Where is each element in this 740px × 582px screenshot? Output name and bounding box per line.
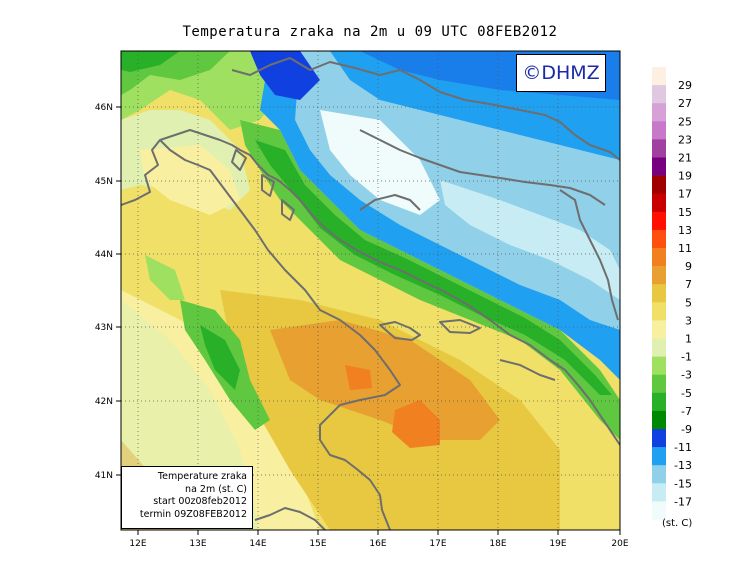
legend-label: -15 (674, 477, 692, 490)
legend-swatch (652, 429, 666, 448)
dhmz-logo: ©DHMZ (516, 54, 606, 92)
legend-label: 19 (678, 170, 692, 183)
legend-label: 11 (678, 242, 692, 255)
legend-label: 3 (685, 314, 692, 327)
map-frame (120, 50, 621, 531)
lon-label: 14E (249, 539, 266, 549)
legend-label: 21 (678, 152, 692, 165)
lat-label: 46N (95, 103, 113, 113)
legend-swatch (652, 193, 666, 213)
longitude-labels: 12E 13E 14E 15E 16E 17E 18E 19E 20E (129, 539, 628, 549)
legend-swatch (652, 85, 666, 104)
legend-label: 7 (685, 278, 692, 291)
coastlines (121, 57, 620, 530)
lon-label: 20E (611, 539, 628, 549)
lon-label: 15E (309, 539, 326, 549)
legend-label: 27 (678, 97, 692, 110)
lon-label: 13E (189, 539, 206, 549)
legend-swatch (652, 465, 666, 484)
temperature-field (121, 51, 620, 530)
legend-label: -3 (681, 369, 692, 382)
lon-label: 16E (369, 539, 386, 549)
legend-label: -1 (681, 351, 692, 364)
legend-swatch (652, 410, 666, 430)
lat-label: 42N (95, 397, 113, 407)
legend-swatch (652, 229, 666, 249)
legend-swatch (652, 284, 666, 303)
legend-swatch (652, 302, 666, 321)
legend-label: 23 (678, 133, 692, 146)
legend-swatch (652, 501, 666, 520)
latitude-labels: 46N 45N 44N 43N 42N 41N (95, 103, 113, 481)
legend-label: 1 (685, 333, 692, 346)
legend-swatch (652, 447, 666, 466)
legend-swatch (652, 392, 666, 412)
legend-label: -17 (674, 495, 692, 508)
legend-swatch (652, 483, 666, 502)
legend-label: 25 (678, 115, 692, 128)
info-box: Temperature zraka na 2m (st. C) start 00… (121, 466, 253, 529)
info-line-2: na 2m (st. C) (185, 483, 247, 495)
legend-unit: (st. C) (662, 518, 693, 529)
legend-label: -13 (674, 459, 692, 472)
lon-label: 12E (129, 539, 146, 549)
legend-swatch (652, 338, 666, 357)
info-line-1: Temperature zraka (157, 471, 247, 482)
legend-swatch (652, 121, 666, 140)
map-title: Temperatura zraka na 2m u 09 UTC 08FEB20… (182, 24, 558, 40)
legend-label: 17 (678, 188, 692, 201)
legend-swatch (652, 211, 666, 231)
legend-label: 9 (685, 260, 692, 273)
legend-label: -11 (674, 441, 692, 454)
legend-label: 29 (678, 79, 692, 92)
legend-swatch (652, 175, 666, 194)
lat-label: 43N (95, 323, 113, 333)
legend-swatch (652, 157, 666, 176)
info-line-3: start 00z08feb2012 (153, 496, 247, 507)
info-line-4: termin 09Z08FEB2012 (139, 508, 247, 520)
legend-swatch (652, 103, 666, 122)
legend-label: -5 (681, 387, 692, 400)
legend-swatch (652, 248, 666, 267)
legend-swatch (652, 356, 666, 375)
legend-label: -9 (681, 423, 692, 436)
lon-label: 18E (489, 539, 506, 549)
legend-label: -7 (681, 405, 692, 418)
legend-label: 5 (685, 296, 692, 309)
lat-label: 41N (95, 471, 113, 481)
lon-label: 17E (429, 539, 446, 549)
legend-swatch (652, 139, 666, 158)
legend-label: 15 (678, 206, 692, 219)
legend-swatch (652, 67, 666, 86)
lat-label: 44N (95, 250, 113, 260)
color-legend: 29 27 25 23 21 19 17 15 13 11 9 7 5 3 1 -1 -3 -5 -7 -9 -11 -1… (652, 67, 692, 520)
legend-swatch (652, 266, 666, 285)
legend-swatch (652, 320, 666, 339)
legend-label: 13 (678, 224, 692, 237)
lat-label: 45N (95, 177, 113, 187)
legend-swatch (652, 374, 666, 394)
lon-label: 19E (549, 539, 566, 549)
